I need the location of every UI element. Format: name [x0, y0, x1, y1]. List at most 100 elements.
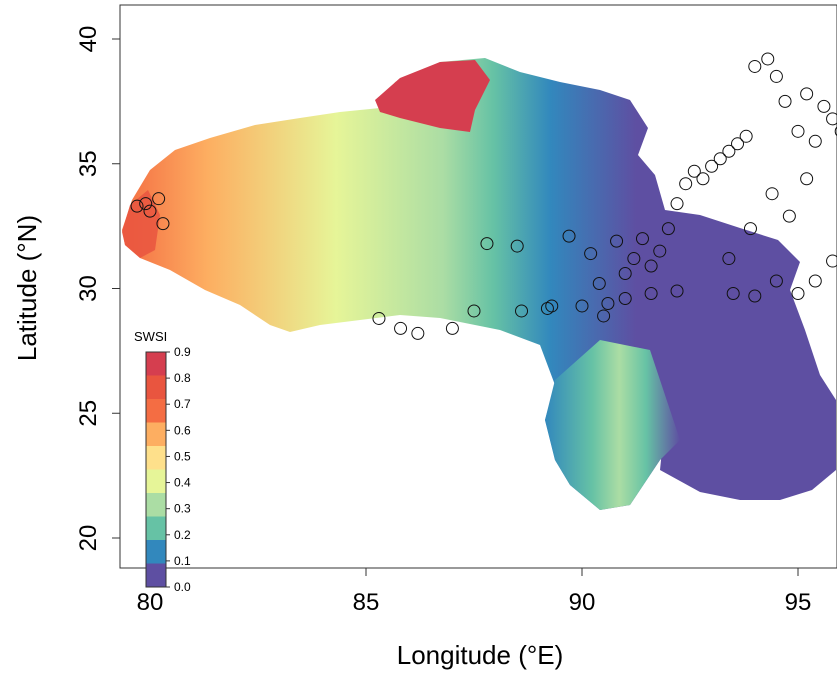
station-point [597, 309, 611, 323]
station-point [800, 87, 814, 101]
legend-color-swatch [146, 399, 166, 423]
station-point [575, 299, 589, 313]
station-point [610, 234, 624, 248]
legend-color-swatch [146, 469, 166, 493]
station-point [834, 126, 837, 137]
legend-color-swatch [146, 422, 166, 446]
station-point [592, 277, 606, 291]
x-tick-label: 95 [785, 589, 812, 616]
station-point [601, 296, 615, 310]
station-point [808, 274, 822, 288]
station-point [394, 321, 408, 335]
legend-color-swatch [146, 446, 166, 470]
station-point [765, 187, 779, 201]
station-point [748, 289, 762, 303]
y-tick-label: 25 [75, 400, 102, 427]
station-point [722, 144, 736, 158]
station-point [139, 197, 153, 211]
station-point [156, 217, 170, 231]
station-point [743, 222, 757, 236]
station-point [627, 252, 641, 266]
legend-tick-label: 0.4 [174, 476, 191, 490]
qaidam-basin-high [375, 60, 490, 132]
y-axis: 20 25 30 35 40 Latitude (°N) [12, 5, 121, 568]
station-point [540, 301, 554, 315]
station-point [817, 99, 831, 113]
station-point [679, 177, 693, 191]
y-tick-label: 30 [75, 275, 102, 302]
station-point [515, 304, 529, 318]
legend-color-swatch [146, 352, 166, 376]
station-point [372, 311, 386, 325]
station-point [653, 244, 667, 258]
station-point [778, 94, 792, 108]
legend-tick-label: 0.7 [174, 397, 191, 411]
legend-tick-label: 0.6 [174, 423, 191, 437]
legend-color-swatch [146, 516, 166, 540]
legend-tick-label: 0.0 [174, 580, 191, 594]
station-point [687, 164, 701, 178]
x-axis: 80859095100105110 Longitude (°E) [120, 567, 837, 670]
station-point [445, 321, 459, 335]
station-point [467, 304, 481, 318]
swsi-raster [122, 58, 836, 510]
station-point [618, 291, 632, 305]
station-point [670, 284, 684, 298]
station-point [726, 286, 740, 300]
y-tick-label: 20 [75, 525, 102, 552]
station-point [152, 192, 166, 206]
legend-color-swatch [146, 563, 166, 587]
station-points [130, 52, 837, 340]
legend-tick-label: 0.5 [174, 449, 191, 463]
station-point [722, 252, 736, 266]
y-axis-title: Latitude (°N) [12, 215, 42, 361]
swsi-legend: SWSI 0.9 0.8 0.7 0.6 0.5 0.4 0.3 0.2 0.1 0.0 [134, 329, 191, 594]
station-point [826, 254, 837, 268]
station-point [705, 159, 719, 173]
station-point [782, 209, 796, 223]
station-point [661, 222, 675, 236]
x-tick-label: 85 [353, 589, 380, 616]
station-point [411, 326, 425, 340]
y-tick-label: 35 [75, 150, 102, 177]
y-tick-label: 40 [75, 26, 102, 53]
legend-tick-label: 0.2 [174, 528, 191, 542]
x-tick-label: 90 [569, 589, 596, 616]
station-point [584, 247, 598, 261]
station-point [644, 259, 658, 273]
legend-color-swatch [146, 493, 166, 517]
station-point [143, 204, 157, 218]
legend-tick-label: 0.8 [174, 371, 191, 385]
station-point [713, 152, 727, 166]
station-point [635, 232, 649, 246]
plateau-region [122, 58, 836, 510]
x-axis-title: Longitude (°E) [397, 640, 564, 670]
station-point [670, 197, 684, 211]
station-point [480, 237, 494, 251]
station-point [618, 267, 632, 281]
station-point [791, 124, 805, 138]
station-point [748, 59, 762, 73]
legend-title: SWSI [134, 329, 167, 344]
legend-color-swatch [146, 375, 166, 399]
station-point [644, 286, 658, 300]
station-point [800, 172, 814, 186]
legend-tick-label: 0.3 [174, 502, 191, 516]
station-point [739, 129, 753, 143]
station-point [826, 112, 837, 126]
legend-tick-label: 0.1 [174, 554, 191, 568]
station-point [808, 134, 822, 148]
station-point [769, 274, 783, 288]
legend-colorbar-frame [145, 351, 167, 588]
x-tick-label: 80 [137, 589, 164, 616]
station-point [130, 199, 144, 213]
station-point [731, 137, 745, 151]
station-point [510, 239, 524, 253]
legend-tick-label: 0.9 [174, 345, 191, 359]
yunnan-region [545, 340, 680, 510]
station-point [562, 229, 576, 243]
legend-color-swatch [146, 540, 166, 564]
station-point [696, 172, 710, 186]
